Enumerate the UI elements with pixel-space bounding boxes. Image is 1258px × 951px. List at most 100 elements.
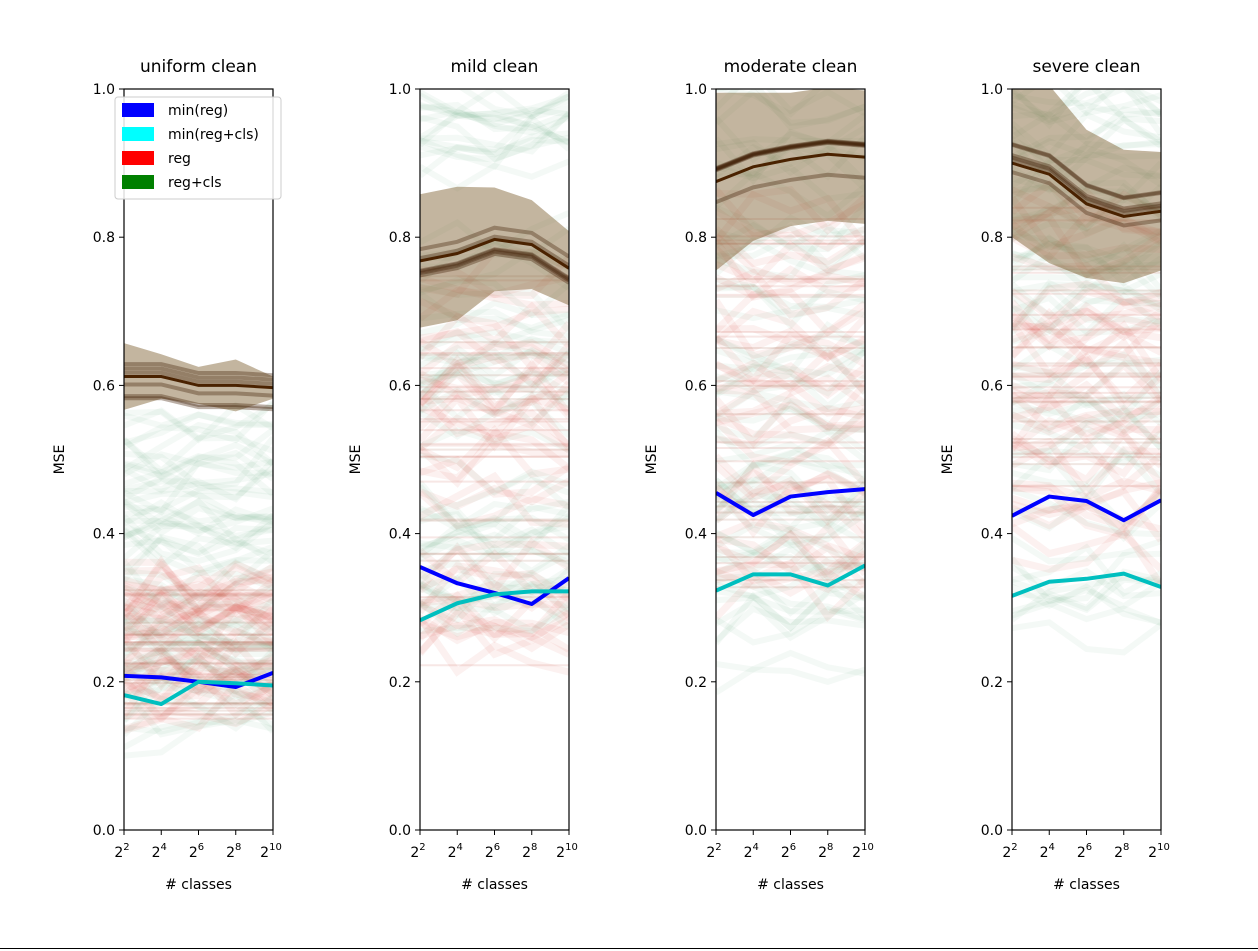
- red-run-line: [716, 288, 865, 337]
- green-run-line: [1012, 568, 1161, 612]
- red-run-line: [1012, 502, 1161, 533]
- red-run-line: [124, 580, 273, 633]
- green-run-line: [716, 573, 865, 619]
- green-run-line: [124, 401, 273, 442]
- red-run-line: [1012, 186, 1161, 229]
- y-axis-label: MSE: [52, 445, 68, 475]
- red-run-line: [1012, 287, 1161, 344]
- red-run-line: [124, 558, 273, 617]
- red-run-line: [124, 684, 273, 733]
- green-run-line: [1012, 452, 1161, 488]
- green-run-line: [124, 401, 273, 444]
- red-run-line: [420, 273, 569, 322]
- y-tick-label: 0.0: [389, 823, 411, 839]
- panel-title: severe clean: [1032, 57, 1140, 77]
- green-run-line: [420, 101, 569, 145]
- green-run-line: [1012, 404, 1161, 451]
- red-run-line: [124, 652, 273, 684]
- green-run-line: [420, 308, 569, 339]
- green-run-line: [1012, 487, 1161, 538]
- brown-mean-line: [1012, 161, 1161, 218]
- green-run-line: [716, 461, 865, 515]
- red-run-line: [716, 360, 865, 417]
- green-run-line: [716, 284, 865, 310]
- green-run-line: [420, 580, 569, 635]
- green-run-line: [1012, 182, 1161, 238]
- red-run-line: [124, 563, 273, 596]
- green-run-line: [1012, 423, 1161, 474]
- red-run-line: [420, 471, 569, 528]
- red-run-line: [420, 359, 569, 415]
- red-run-line: [124, 560, 273, 594]
- green-run-line: [1012, 89, 1161, 125]
- green-run-line: [716, 529, 865, 586]
- panel-4: 0.0 0.2 0.4 0.6 0.8 1.0 22 24 26 28 210 severe clea…: [940, 57, 1170, 893]
- green-run-line: [716, 529, 865, 573]
- green-run-line: [420, 386, 569, 418]
- legend-swatch: [122, 175, 154, 189]
- green-run-line: [124, 498, 273, 541]
- brown-run-line: [420, 234, 569, 268]
- red-run-line: [716, 480, 865, 540]
- green-run-line: [420, 476, 569, 529]
- green-run-line: [716, 363, 865, 411]
- green-run-line: [124, 452, 273, 497]
- green-run-line: [1012, 196, 1161, 243]
- green-run-line: [124, 449, 273, 494]
- legend-swatch: [122, 151, 154, 165]
- green-run-line: [420, 606, 569, 635]
- y-tick-label: 0.8: [685, 230, 707, 246]
- green-run-line: [716, 347, 865, 398]
- red-run-line: [1012, 316, 1161, 359]
- green-run-line: [716, 589, 865, 646]
- y-axis-label: MSE: [348, 445, 364, 475]
- green-run-line: [1012, 141, 1161, 194]
- green-run-line: [1012, 317, 1161, 345]
- red-run-line: [716, 459, 865, 516]
- red-run-line: [1012, 314, 1161, 380]
- green-run-line: [1012, 543, 1161, 597]
- legend-swatch: [122, 127, 154, 141]
- green-run-line: [1012, 240, 1161, 278]
- green-run-line: [124, 620, 273, 650]
- green-run-line: [420, 511, 569, 563]
- green-run-line: [124, 657, 273, 679]
- red-run-line: [1012, 477, 1161, 501]
- brown-run-line: [124, 370, 273, 386]
- red-run-line: [420, 274, 569, 309]
- green-run-line: [420, 158, 569, 192]
- red-run-line: [420, 540, 569, 581]
- x-tick-label: 28: [226, 842, 241, 861]
- x-tick-label: 26: [1077, 842, 1092, 861]
- green-run-line: [420, 112, 569, 163]
- red-run-line: [124, 560, 273, 613]
- red-run-line: [420, 603, 569, 659]
- red-run-line: [420, 537, 569, 596]
- green-run-line: [1012, 160, 1161, 204]
- green-run-line: [1012, 241, 1161, 292]
- green-run-line: [716, 288, 865, 322]
- green-run-line: [124, 717, 273, 759]
- red-run-line: [420, 596, 569, 644]
- green-run-line: [716, 89, 823, 118]
- legend-label: reg: [168, 151, 191, 167]
- green-run-line: [1012, 89, 1161, 124]
- green-run-line: [1012, 179, 1161, 221]
- y-tick-label: 1.0: [93, 82, 115, 98]
- green-run-line: [1012, 446, 1161, 504]
- x-axis-label: # classes: [757, 877, 824, 893]
- green-run-line: [124, 638, 273, 683]
- red-run-line: [1012, 420, 1161, 469]
- brown-run-line: [716, 140, 865, 173]
- red-run-line: [1012, 351, 1161, 412]
- green-run-line: [1012, 261, 1161, 300]
- green-run-line: [716, 163, 865, 202]
- red-run-line: [716, 327, 865, 362]
- green-run-line: [124, 528, 273, 570]
- x-tick-label: 22: [114, 842, 129, 861]
- green-run-line: [1012, 92, 1161, 125]
- brown-run-line: [420, 249, 569, 283]
- red-run-line: [716, 381, 865, 434]
- y-axis-label: MSE: [644, 445, 660, 475]
- green-run-line: [420, 351, 569, 361]
